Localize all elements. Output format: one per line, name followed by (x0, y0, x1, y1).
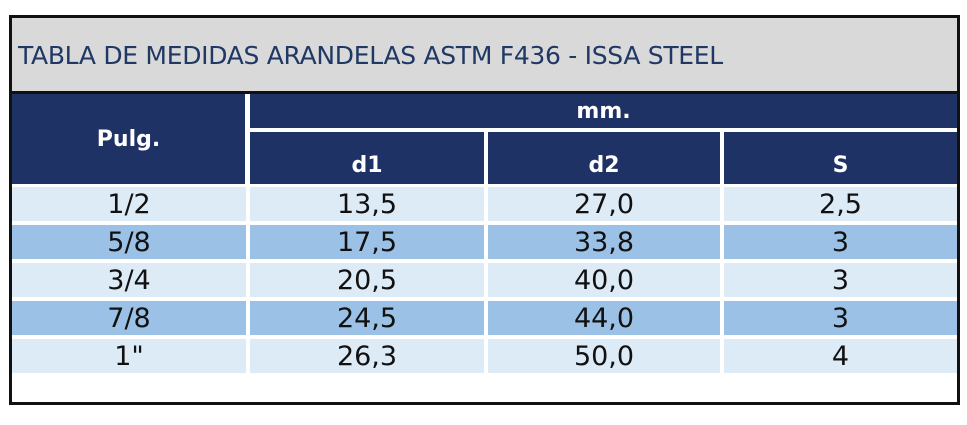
table-row: 3/4 20,5 40,0 3 (12, 263, 957, 297)
header-d1: d1 (250, 132, 484, 184)
table-title: TABLA DE MEDIDAS ARANDELAS ASTM F436 - I… (18, 41, 723, 70)
cell-s: 4 (724, 339, 957, 373)
table-row: 5/8 17,5 33,8 3 (12, 225, 957, 259)
header-mm: mm. (250, 94, 957, 128)
cell-pulg: 1/2 (12, 187, 246, 221)
cell-pulg: 1" (12, 339, 246, 373)
cell-d1: 20,5 (250, 263, 484, 297)
cell-pulg: 3/4 (12, 263, 246, 297)
cell-s: 3 (724, 301, 957, 335)
title-bar: TABLA DE MEDIDAS ARANDELAS ASTM F436 - I… (12, 18, 957, 94)
cell-d2: 33,8 (488, 225, 720, 259)
cell-s: 3 (724, 225, 957, 259)
header-d2: d2 (488, 132, 720, 184)
cell-d1: 17,5 (250, 225, 484, 259)
measurements-table: TABLA DE MEDIDAS ARANDELAS ASTM F436 - I… (9, 15, 960, 405)
cell-d2: 27,0 (488, 187, 720, 221)
table-header: Pulg. mm. d1 d2 S (12, 94, 957, 184)
cell-s: 2,5 (724, 187, 957, 221)
cell-d1: 26,3 (250, 339, 484, 373)
cell-d1: 24,5 (250, 301, 484, 335)
header-s: S (724, 132, 957, 184)
cell-pulg: 7/8 (12, 301, 246, 335)
cell-d2: 50,0 (488, 339, 720, 373)
cell-pulg: 5/8 (12, 225, 246, 259)
cell-d2: 44,0 (488, 301, 720, 335)
header-pulg: Pulg. (12, 94, 245, 184)
cell-d1: 13,5 (250, 187, 484, 221)
cell-s: 3 (724, 263, 957, 297)
cell-d2: 40,0 (488, 263, 720, 297)
table-row: 1/2 13,5 27,0 2,5 (12, 187, 957, 221)
table-row: 7/8 24,5 44,0 3 (12, 301, 957, 335)
table-row: 1" 26,3 50,0 4 (12, 339, 957, 373)
